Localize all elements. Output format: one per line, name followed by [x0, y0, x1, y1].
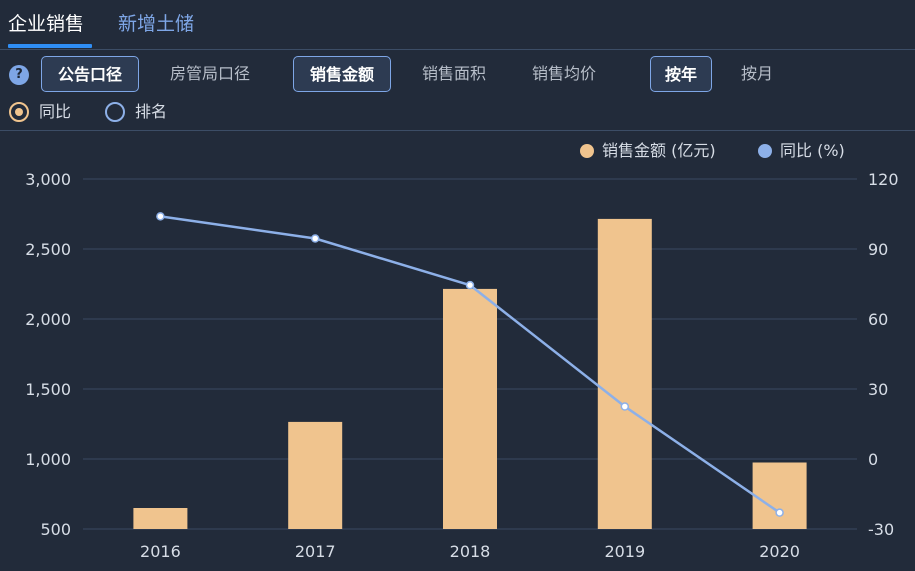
- radio-yoy-indicator: [9, 102, 29, 122]
- bar: [288, 421, 343, 529]
- y-left-tick-label: 3,000: [25, 170, 71, 189]
- yoy-point: [156, 212, 165, 221]
- x-tick-label: 2016: [140, 542, 181, 561]
- legend-sales-amount-label: 销售金额 (亿元): [602, 141, 716, 160]
- yoy-point: [775, 508, 784, 517]
- y-right-tick-label: 30: [868, 380, 888, 399]
- help-icon[interactable]: ?: [9, 65, 29, 85]
- x-tick-label: 2019: [604, 542, 645, 561]
- y-left-tick-label: 1,000: [25, 450, 71, 469]
- y-left-tick-label: 500: [40, 520, 71, 539]
- bar: [133, 508, 188, 529]
- metric-average-price-button[interactable]: 销售均价: [531, 64, 596, 83]
- y-left-tick-label: 2,000: [25, 310, 71, 329]
- active-tab-indicator: [8, 44, 92, 48]
- y-left-tick-label: 1,500: [25, 380, 71, 399]
- y-right-tick-label: 90: [868, 240, 888, 259]
- yoy-point: [465, 280, 475, 290]
- sales-chart: 500 -30 1,000 0 1,500 30 2,000 60 2,500 90 3,000 12…: [25, 170, 899, 561]
- legend-bar-swatch: [580, 144, 594, 158]
- tab-new-land-reserve[interactable]: 新增土储: [118, 13, 195, 35]
- radio-ranking[interactable]: 排名: [105, 102, 185, 122]
- metric-sales-area-button[interactable]: 销售面积: [421, 64, 486, 83]
- bar: [752, 462, 807, 529]
- y-right-tick-label: 60: [868, 310, 888, 329]
- y-right-tick-label: -30: [868, 520, 894, 539]
- y-right-tick-label: 0: [868, 450, 878, 469]
- radio-yoy-label: 同比: [39, 102, 72, 121]
- yoy-point: [620, 402, 630, 411]
- caliber-housing-bureau-button[interactable]: 房管局口径: [169, 64, 250, 83]
- tab-enterprise-sales[interactable]: 企业销售: [8, 13, 85, 35]
- bar: [597, 218, 652, 529]
- legend-yoy-label: 同比 (%): [780, 141, 845, 160]
- y-right-tick-label: 120: [868, 170, 899, 189]
- legend-line-swatch: [758, 144, 772, 158]
- x-tick-label: 2017: [295, 542, 336, 561]
- radio-ranking-indicator: [105, 102, 125, 122]
- period-monthly-button[interactable]: 按月: [740, 64, 773, 83]
- radio-ranking-label: 排名: [135, 102, 168, 121]
- x-tick-label: 2020: [759, 542, 800, 561]
- bar: [443, 288, 497, 529]
- caliber-announcement-button[interactable]: 公告口径: [41, 56, 139, 92]
- tab-bar: 企业销售 新增土储: [0, 0, 915, 50]
- yoy-point: [310, 234, 320, 243]
- radio-yoy[interactable]: 同比: [9, 102, 89, 122]
- y-left-tick-label: 2,500: [25, 240, 71, 259]
- x-tick-label: 2018: [450, 542, 491, 561]
- toolbar-divider: [0, 130, 915, 131]
- period-yearly-button[interactable]: 按年: [650, 56, 712, 92]
- metric-sales-amount-button[interactable]: 销售金额: [293, 56, 391, 92]
